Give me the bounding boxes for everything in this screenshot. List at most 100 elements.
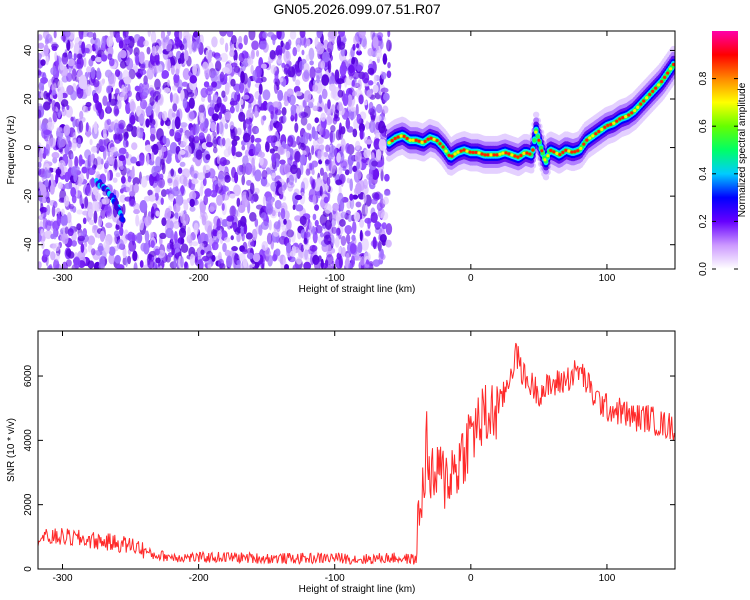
heatmap-noise-cell — [358, 31, 366, 39]
heatmap-noise-cell — [154, 186, 161, 194]
heatmap-noise-cell — [155, 263, 159, 269]
heatmap-noise-cell — [359, 218, 365, 228]
heatmap-noise-cell — [274, 199, 282, 210]
heatmap-noise-cell — [51, 205, 56, 218]
heatmap-noise-cell — [242, 249, 248, 255]
heatmap-noise-cell — [380, 248, 384, 260]
heatmap-noise-cell — [216, 155, 221, 165]
heatmap-noise-cell — [290, 164, 298, 175]
heatmap-noise-cell — [87, 235, 96, 246]
heatmap-noise-cell — [242, 94, 250, 100]
heatmap-noise-cell — [182, 37, 187, 44]
heatmap-noise-cell — [167, 79, 171, 87]
heatmap-noise-cell — [229, 100, 238, 106]
heatmap-noise-cell — [302, 243, 311, 251]
heatmap-noise-cell — [211, 113, 219, 122]
heatmap-noise-cell — [351, 79, 356, 87]
heatmap-noise-cell — [159, 265, 163, 269]
heatmap-noise-cell — [71, 68, 77, 82]
heatmap-noise-cell — [68, 203, 75, 210]
heatmap-noise-cell — [364, 217, 373, 224]
heatmap-noise-cell — [71, 139, 77, 152]
heatmap-noise-cell — [179, 161, 186, 167]
heatmap-noise-cell — [167, 58, 171, 72]
heatmap-noise-cell — [139, 69, 147, 76]
heatmap-noise-cell — [229, 49, 235, 58]
heatmap-noise-cell — [143, 40, 149, 47]
heatmap-noise-cell — [108, 58, 115, 67]
heatmap-noise-cell — [351, 56, 356, 65]
heatmap-noise-cell — [115, 224, 120, 230]
heatmap-noise-cell — [262, 115, 267, 121]
heatmap-noise-cell — [169, 128, 175, 137]
heatmap-noise-cell — [379, 193, 384, 201]
heatmap-noise-cell — [380, 87, 389, 93]
heatmap-noise-cell — [246, 109, 250, 120]
heatmap-noise-cell — [180, 243, 189, 254]
heatmap-noise-cell — [104, 243, 110, 254]
heatmap-noise-cell — [207, 93, 212, 103]
heatmap-noise-cell — [298, 142, 302, 150]
heatmap-noise-cell — [198, 104, 205, 114]
heatmap-noise-cell — [40, 228, 44, 237]
heatmap-noise-cell — [347, 94, 353, 107]
heatmap-noise-cell — [91, 248, 96, 256]
heatmap-noise-cell — [372, 236, 377, 250]
heatmap-noise-cell — [272, 254, 278, 262]
heatmap-noise-cell — [311, 145, 315, 156]
heatmap-noise-cell — [361, 238, 369, 251]
heatmap-noise-cell — [211, 81, 218, 88]
heatmap-noise-cell — [316, 125, 321, 132]
heatmap-noise-cell — [370, 114, 376, 123]
heatmap-noise-cell — [167, 177, 173, 184]
heatmap-noise-cell — [345, 252, 350, 262]
heatmap-noise-cell — [87, 208, 94, 218]
heatmap-noise-cell — [167, 149, 172, 158]
heatmap-noise-cell — [375, 149, 382, 161]
heatmap-noise-cell — [371, 167, 380, 180]
heatmap-noise-cell — [102, 95, 108, 107]
heatmap-noise-cell — [229, 121, 235, 130]
heatmap-noise-cell — [345, 233, 351, 244]
heatmap-noise-cell — [260, 63, 267, 70]
heatmap-noise-cell — [187, 226, 191, 238]
heatmap-noise-cell — [138, 82, 144, 95]
heatmap-noise-cell — [91, 200, 100, 213]
heatmap-noise-cell — [345, 143, 351, 154]
heatmap-noise-cell — [387, 62, 391, 69]
heatmap-noise-cell — [324, 219, 332, 230]
heatmap-noise-cell — [84, 149, 92, 160]
heatmap-noise-cell — [355, 201, 362, 208]
heatmap-noise-cell — [52, 110, 58, 123]
heatmap-noise-cell — [241, 145, 246, 151]
heatmap-noise-cell — [54, 252, 61, 261]
heatmap-noise-cell — [328, 158, 332, 172]
heatmap-noise-cell — [288, 94, 296, 106]
heatmap-noise-cell — [262, 89, 271, 101]
heatmap-noise-cell — [221, 90, 226, 98]
heatmap-noise-cell — [275, 121, 283, 132]
heatmap-noise-cell — [224, 111, 232, 121]
heatmap-noise-cell — [135, 214, 140, 227]
heatmap-noise-cell — [109, 31, 115, 38]
heatmap-noise-cell — [101, 35, 106, 49]
heatmap-noise-cell — [312, 138, 321, 149]
heatmap-noise-cell — [76, 223, 82, 231]
heatmap-noise-cell — [184, 261, 188, 268]
heatmap-noise-cell — [242, 132, 251, 143]
heatmap-noise-cell — [46, 204, 51, 216]
heatmap-noise-cell — [259, 156, 264, 166]
heatmap-noise-cell — [48, 264, 53, 269]
heatmap-noise-cell — [364, 260, 372, 269]
heatmap-noise-cell — [155, 257, 161, 264]
heatmap-noise-cell — [189, 198, 195, 208]
heatmap-noise-cell — [269, 49, 276, 60]
heatmap-noise-cell — [203, 194, 209, 206]
heatmap-noise-cell — [311, 225, 315, 236]
heatmap-noise-cell — [191, 241, 199, 247]
heatmap-noise-cell — [364, 99, 368, 106]
heatmap-noise-cell — [204, 188, 212, 197]
heatmap-noise-cell — [40, 77, 49, 84]
heatmap-noise-cell — [114, 254, 121, 264]
